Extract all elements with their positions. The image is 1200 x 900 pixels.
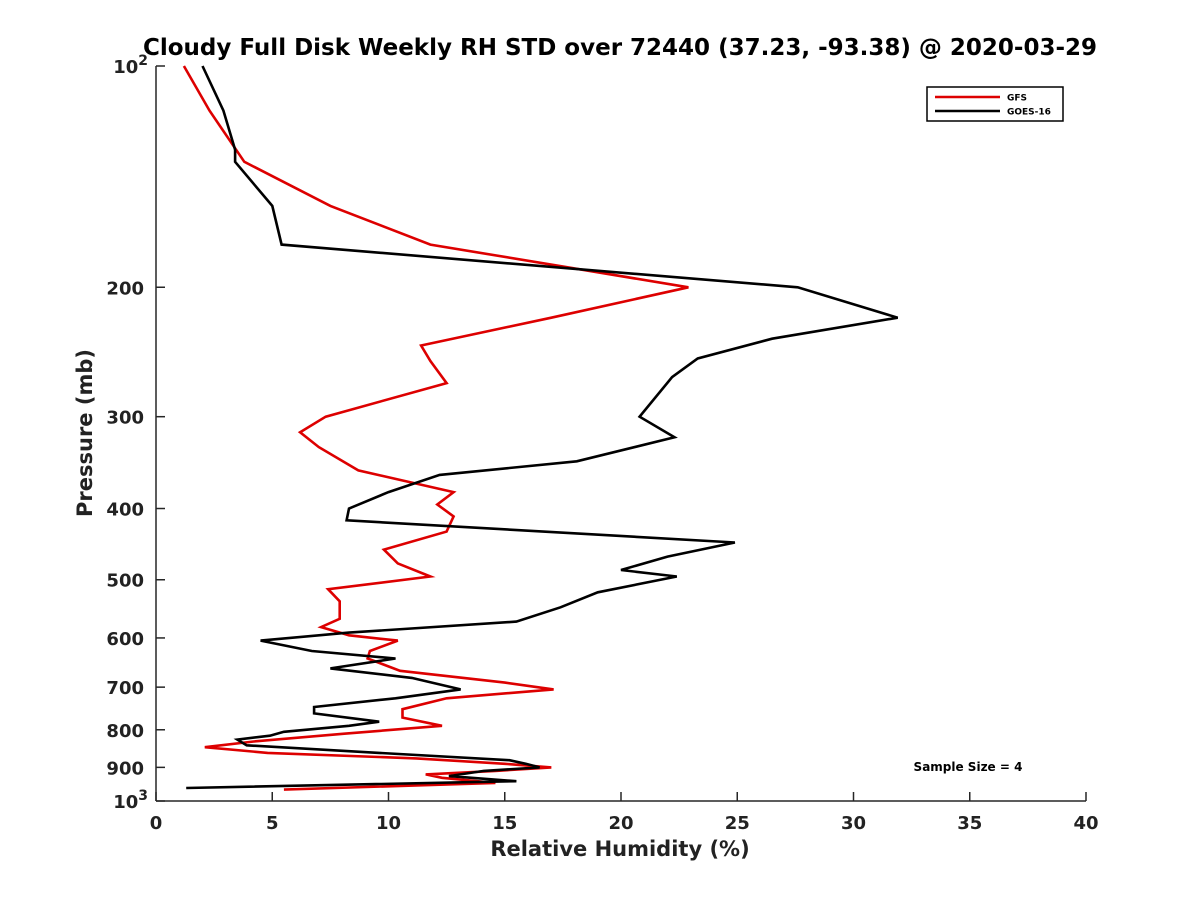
chart-title: Cloudy Full Disk Weekly RH STD over 7244… <box>143 35 1097 61</box>
plot-area: 0 5 10 15 20 25 30 35 40102200300400500600700800… <box>106 53 1098 834</box>
x-tick-label: 10 <box>376 813 401 834</box>
sample-size-annotation: Sample Size = 4 <box>914 760 1023 774</box>
y-tick-label-exponent: 3 <box>138 788 148 804</box>
y-tick-label: 200 <box>106 278 144 299</box>
y-tick-label: 300 <box>106 408 144 429</box>
x-tick-label: 25 <box>725 813 750 834</box>
legend-label: GOES-16 <box>1007 108 1051 118</box>
y-tick-label-exponent: 2 <box>138 53 148 69</box>
x-tick-label: 40 <box>1073 813 1098 834</box>
y-tick-label: 102 <box>113 53 148 78</box>
y-tick-label: 600 <box>106 629 144 650</box>
x-tick-label: 0 <box>150 813 163 834</box>
series-line-gfs <box>182 65 689 791</box>
series-line-goes-16 <box>186 65 899 790</box>
x-tick-label: 15 <box>492 813 517 834</box>
x-tick-label: 20 <box>608 813 633 834</box>
y-tick-label: 500 <box>106 571 144 592</box>
y-tick-label: 103 <box>113 788 148 813</box>
y-axis-label: Pressure (mb) <box>73 349 97 517</box>
y-tick-label-base: 10 <box>113 57 138 78</box>
y-tick-label: 400 <box>106 500 144 521</box>
y-tick-label-base: 10 <box>113 792 138 813</box>
x-tick-label: 5 <box>266 813 279 834</box>
x-tick-label: 30 <box>841 813 866 834</box>
legend-box <box>926 86 1064 122</box>
y-tick-label: 800 <box>106 721 144 742</box>
y-tick-label: 700 <box>106 678 144 699</box>
y-tick-label: 900 <box>106 758 144 779</box>
x-axis-label: Relative Humidity (%) <box>490 837 749 861</box>
x-tick-label: 35 <box>957 813 982 834</box>
legend-label: GFS <box>1007 94 1027 104</box>
